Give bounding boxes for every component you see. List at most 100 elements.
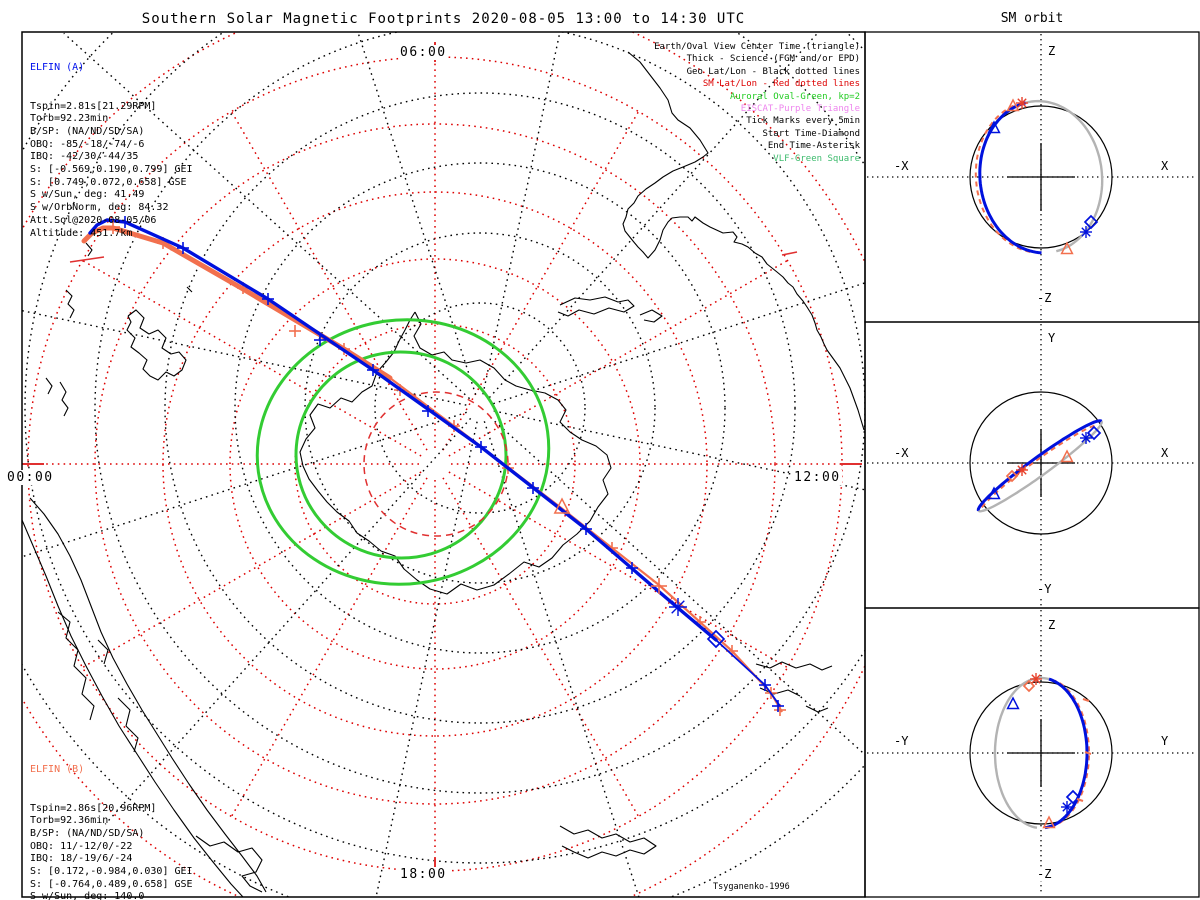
- elfin-a-orbit-arc: [978, 101, 1042, 255]
- orange-triangle-marker: [1060, 449, 1074, 463]
- orange-diamond-marker: [1022, 679, 1036, 693]
- elfin-a-title: ELFIN (A): [30, 62, 85, 74]
- blue-diamond-marker: [1065, 789, 1081, 805]
- legend-item: VLF-Green Square: [773, 153, 860, 164]
- orbit-panel-0-axis-label-X: X: [1160, 159, 1170, 173]
- geo-lon-spoke: [357, 32, 477, 395]
- coastline: [557, 296, 635, 317]
- orbit-panel-frame: [864, 607, 1200, 898]
- elfin-b-info-line: OBQ: 11/-12/0/-22: [30, 840, 133, 852]
- sm-outer-dash: [69, 256, 105, 263]
- coastline: [59, 381, 69, 417]
- elfin-a-track-thick: [88, 218, 718, 642]
- coastline: [759, 687, 801, 697]
- earth-circle: [969, 391, 1113, 535]
- legend-item: Start Time-Diamond: [762, 128, 860, 139]
- geo-lon-spoke: [104, 417, 472, 825]
- geo-lat-circle: [164, 92, 796, 724]
- legend-item: SM Lat/Lon - Red dotted lines: [702, 79, 860, 90]
- orbit-panel-1-axis-label-Y: Y: [1047, 331, 1057, 345]
- elfin-a-info-line: S w/Sun, deg: 41.49: [30, 189, 145, 201]
- geo-lon-spoke: [493, 282, 865, 405]
- sm-lat-circle: [94, 123, 776, 805]
- blue-triangle-marker: [987, 120, 1001, 134]
- orange-plus-marker: [106, 220, 120, 234]
- elfin-b-info-line: Torb=92.36min: [30, 815, 109, 827]
- elfin-a-info-line: B/SP: (NA/ND/SD/SA): [30, 125, 145, 137]
- geo-lon-spoke: [488, 32, 820, 399]
- coastline: [805, 705, 829, 713]
- model-label: Tsyganenko-1996: [713, 882, 790, 892]
- legend-item: Earth/Oval View Center Time (triangle): [654, 42, 860, 52]
- sm-outer-dash: [781, 251, 798, 256]
- elfin-a-info-line: Att.Sol@2020-08-05/06: [30, 214, 157, 226]
- sm-mlt-spoke: [81, 471, 422, 669]
- elfin-b-info-line: S w/Sun, deg: 140.0: [30, 891, 145, 900]
- geo-lat-circle: [24, 32, 865, 864]
- sm-orbit-title: SM orbit: [1000, 11, 1064, 26]
- orbit-panel-2-axis-label-Z: Z: [1047, 618, 1057, 632]
- sm-mlt-spoke: [442, 110, 640, 451]
- orange-plus-marker: [651, 578, 667, 594]
- coastline: [45, 377, 53, 395]
- coastline: [65, 289, 75, 319]
- sm-mlt-spoke: [448, 259, 789, 457]
- geo-lon-spoke: [493, 410, 865, 491]
- orange-tick-marker: [1076, 797, 1084, 803]
- red2-asterisk-marker: [1030, 673, 1042, 685]
- footprint-map: [22, 32, 865, 897]
- legend-item: End Time-Asterisk: [767, 141, 860, 152]
- elfin-a-info-line: OBQ: -85/-18/-74/-6: [30, 138, 145, 150]
- elfin-a-info-line: Altitude: 451.7km: [30, 227, 133, 239]
- coastline: [97, 639, 109, 665]
- coastline: [559, 825, 657, 859]
- elfin-b-title: ELFIN (B): [30, 764, 85, 776]
- coastline: [639, 309, 663, 323]
- orbit-panel-frame: [864, 321, 1200, 609]
- orbit-panel-1: [864, 321, 1200, 609]
- elfin-b-info-line: S: [0.172,-0.984,0.030] GEI: [30, 866, 193, 878]
- coastline: [117, 697, 139, 753]
- orbit-panel-1-axis-label--X: -X: [893, 446, 910, 460]
- orange-triangle-marker: [1042, 815, 1056, 829]
- legend-item: EISCAT-Purple Triangle: [740, 104, 860, 115]
- orbit-panel-2-axis-label-Y: Y: [1160, 734, 1170, 748]
- map-legend: Earth/Oval View Center Time (triangle) Th…: [654, 41, 860, 165]
- blue-asterisk-marker: [1080, 432, 1092, 444]
- auroral-oval: [294, 350, 508, 560]
- orbit-panel-0-axis-label-Z: Z: [1047, 44, 1057, 58]
- sm-lat-circle: [294, 323, 576, 605]
- coastline: [622, 51, 865, 431]
- elfin-b-info-line: Tspin=2.86s[20.96RPM]: [30, 802, 157, 814]
- legend-item: Thick - Science (FGM and/or EPD): [686, 54, 860, 65]
- sm-mlt-spoke: [81, 259, 422, 457]
- mlt-label-0600: 06:00: [399, 45, 448, 60]
- orbit-panel-1-axis-label-X: X: [1160, 446, 1170, 460]
- coastline: [57, 611, 95, 721]
- mlt-label-1200: 12:00: [793, 470, 842, 485]
- elfin-a-info-line: S w/OrbNorm, deg: 84.32: [30, 202, 169, 214]
- blue-asterisk-marker: [1061, 801, 1073, 813]
- orange-triangle-marker: [1006, 98, 1020, 112]
- blue-triangle-marker: [1006, 696, 1020, 710]
- blue-diamond-marker: [1086, 425, 1102, 441]
- elfin-a-lines: Tspin=2.81s[21.29RPM] Torb=92.23min B/SP: …: [30, 101, 193, 241]
- elfin-b-info-line: B/SP: (NA/ND/SD/SA): [30, 827, 145, 839]
- elfin-a-info-line: Tspin=2.81s[21.29RPM]: [30, 100, 157, 112]
- blue-asterisk-marker: [1080, 226, 1092, 238]
- coastline: [85, 242, 93, 257]
- coastline: [195, 835, 263, 893]
- red2-asterisk-marker: [1016, 464, 1028, 476]
- elfin-b-track-thin: [389, 377, 783, 713]
- orange-diamond-marker: [1005, 469, 1019, 483]
- elfin-a-orbit-arc: [1044, 677, 1089, 830]
- geo-lon-spoke: [63, 32, 471, 400]
- coastline: [22, 519, 244, 897]
- orbit-panel-1-axis-label--Y: -Y: [1036, 582, 1053, 596]
- elfin-a-info-line: Torb=92.23min: [30, 113, 109, 125]
- earth-circle: [969, 105, 1113, 249]
- orbit-panel-0-axis-label--Z: -Z: [1036, 291, 1053, 305]
- elfin-a-info-block: ELFIN (A) Tspin=2.81s[21.29RPM] Torb=92.2…: [30, 37, 193, 266]
